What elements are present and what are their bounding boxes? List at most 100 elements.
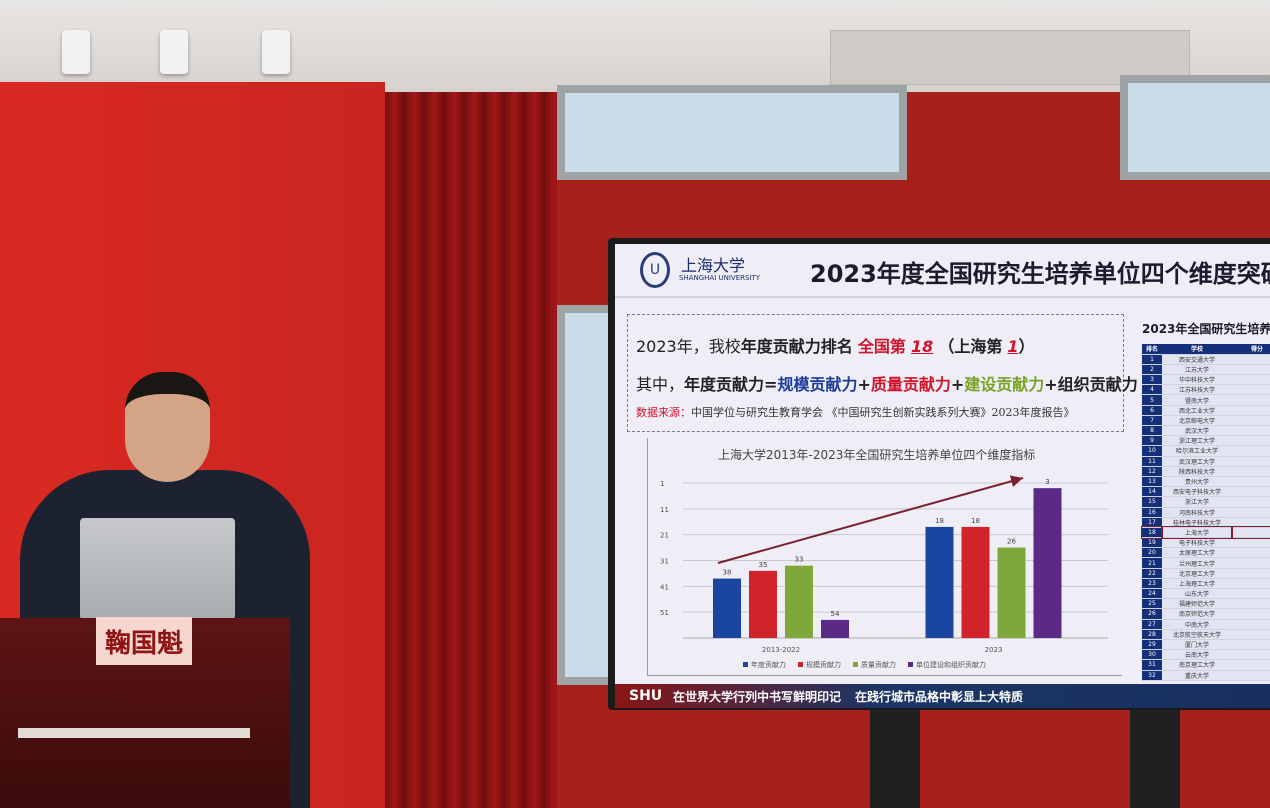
table-row: 25 福建师范大学 [1142, 598, 1270, 610]
score-cell [1232, 537, 1270, 549]
shu-logo: SHU [629, 688, 663, 704]
table-row: 22 北京理工大学 [1142, 568, 1270, 579]
rank-cell: 3 [1142, 374, 1162, 386]
score-cell [1232, 557, 1270, 569]
legend-swatch [908, 662, 913, 667]
table-row: 31 南京理工大学 [1142, 659, 1270, 671]
school-cell: 中南大学 [1162, 619, 1232, 630]
text: （上海第 [938, 337, 1003, 356]
rank-cell: 32 [1142, 670, 1162, 681]
table-row: 6 西北工业大学 [1142, 405, 1270, 416]
text: + [857, 375, 871, 394]
spotlight [62, 30, 90, 74]
score-cell [1232, 588, 1270, 600]
rank-cell: 12 [1142, 466, 1162, 477]
text: 建设贡献力 [964, 375, 1045, 394]
table-row: 23 上海理工大学 [1142, 578, 1270, 590]
y-tick-label: 21 [660, 532, 669, 540]
curtain [385, 92, 557, 808]
table-row: 32 重庆大学 [1142, 670, 1270, 681]
rank-cell: 25 [1142, 598, 1162, 610]
rank-cell: 17 [1142, 517, 1162, 528]
rank-cell: 30 [1142, 649, 1162, 661]
table-row: 10 哈尔滨工业大学 [1142, 445, 1270, 457]
trend-arrow [717, 475, 1024, 564]
col-header: 得分 [1232, 344, 1270, 355]
text: ） [1018, 337, 1035, 356]
y-tick-label: 41 [660, 583, 669, 591]
table-row: 15 浙江大学 [1142, 496, 1270, 508]
text: 2023年，我校 [636, 337, 741, 356]
ranking-line: 2023年，我校年度贡献力排名 全国第 18 （上海第 1） [636, 333, 1035, 357]
rank-cell: 13 [1142, 476, 1162, 488]
rank-cell: 11 [1142, 456, 1162, 467]
table-title: 2023年全国研究生培养 [1142, 322, 1270, 336]
school-cell: 北京航空航天大学 [1162, 629, 1232, 640]
legend-label: 单位建设和组织贡献力 [916, 660, 986, 669]
divider [615, 296, 1270, 298]
rank-cell: 14 [1142, 486, 1162, 498]
text: 全国第 [857, 337, 906, 356]
text: 质量贡献力 [870, 375, 951, 394]
table-row: 26 南京师范大学 [1142, 608, 1270, 620]
score-cell [1232, 568, 1270, 579]
school-cell: 陕西科技大学 [1162, 466, 1232, 477]
legend-label: 年度贡献力 [751, 660, 786, 669]
rank-cell: 31 [1142, 659, 1162, 671]
score-cell [1232, 507, 1270, 518]
school-cell: 贵州大学 [1162, 476, 1232, 488]
bar [997, 547, 1026, 638]
table-row: 9 浙江理工大学 [1142, 435, 1270, 447]
school-cell: 江苏大学 [1162, 364, 1232, 376]
score-cell [1232, 374, 1270, 386]
presentation-slide: U 上海大学 SHANGHAI UNIVERSITY 2023年度全国研究生培养… [615, 244, 1270, 684]
table-row: 29 厦门大学 [1142, 639, 1270, 651]
spotlight [160, 30, 188, 74]
data-label: 3 [1045, 478, 1049, 486]
bar [961, 526, 990, 638]
laptop [80, 518, 235, 620]
legend-swatch [743, 662, 748, 667]
rank-cell: 21 [1142, 557, 1162, 569]
score-cell [1232, 639, 1270, 651]
window [1120, 75, 1270, 180]
school-cell: 北京理工大学 [1162, 568, 1232, 579]
text: + [1044, 375, 1058, 394]
school-cell: 武汉大学 [1162, 425, 1232, 437]
rank-cell: 1 [1142, 354, 1162, 365]
podium-trim [18, 728, 250, 738]
score-cell [1232, 384, 1270, 396]
score-cell [1232, 578, 1270, 590]
school-cell: 福建师范大学 [1162, 598, 1232, 610]
score-cell [1232, 364, 1270, 376]
school-cell: 浙江理工大学 [1162, 435, 1232, 447]
rank-cell: 18 [1141, 526, 1163, 539]
score-cell [1232, 486, 1270, 498]
data-label: 38 [723, 569, 732, 577]
score-cell [1232, 496, 1270, 508]
school-cell: 上海理工大学 [1162, 578, 1232, 590]
table-row: 17 桂林电子科技大学 [1142, 517, 1270, 528]
table-row: 12 陕西科技大学 [1142, 466, 1270, 477]
rank-cell: 27 [1142, 619, 1162, 630]
score-cell [1232, 445, 1270, 457]
table-row: 19 电子科技大学 [1142, 537, 1270, 549]
text: 年度贡献力= [684, 375, 778, 394]
rank-cell: 4 [1142, 384, 1162, 396]
slogan: 在践行城市品格中彰显上大特质 [855, 690, 1024, 704]
table-row: 11 武汉理工大学 [1142, 456, 1270, 467]
x-tick-label: 2023 [985, 646, 1003, 654]
score-cell [1232, 619, 1270, 630]
col-header: 学校 [1162, 344, 1232, 355]
text: 规模贡献力 [777, 375, 858, 394]
shanghai-rank: 1 [1007, 337, 1019, 356]
national-rank: 18 [910, 337, 934, 356]
x-tick-label: 2013-2022 [762, 646, 800, 654]
score-cell [1232, 354, 1270, 365]
school-cell: 浙江大学 [1162, 496, 1232, 508]
rank-cell: 9 [1142, 435, 1162, 447]
chart-title: 上海大学2013年-2023年全国研究生培养单位四个维度指标 [718, 448, 1036, 462]
logo-text-cn: 上海大学 [681, 256, 746, 275]
school-cell: 北京邮电大学 [1162, 415, 1232, 427]
